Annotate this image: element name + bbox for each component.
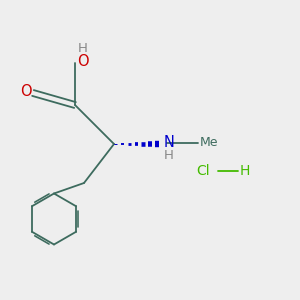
Text: Cl: Cl — [196, 164, 210, 178]
Text: O: O — [77, 54, 88, 69]
Text: H: H — [240, 164, 250, 178]
Text: H: H — [164, 149, 173, 162]
Text: H: H — [78, 42, 87, 55]
Text: N: N — [164, 135, 174, 150]
Text: O: O — [21, 84, 32, 99]
Text: Me: Me — [200, 136, 218, 149]
